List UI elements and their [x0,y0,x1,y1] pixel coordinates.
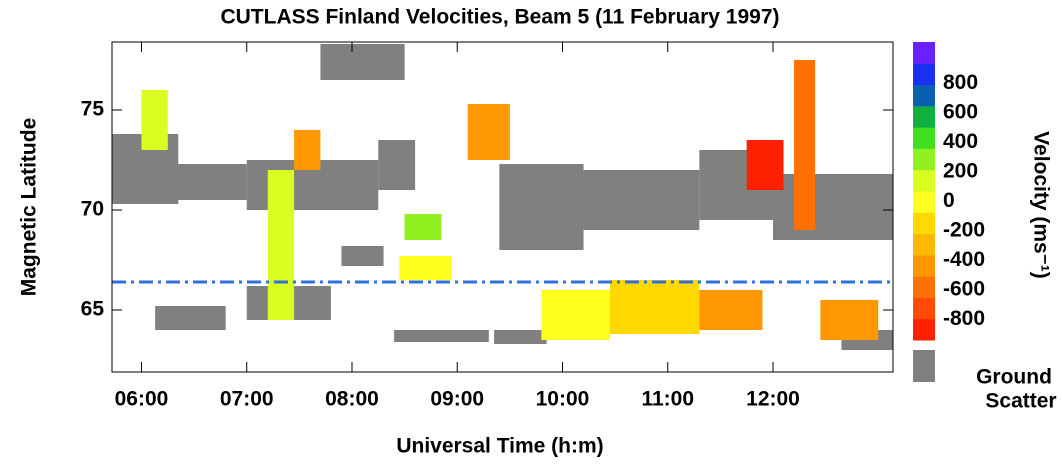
colorbar-band [913,212,935,235]
colorbar-band [913,276,935,298]
x-axis-label: Universal Time (h:m) [396,435,603,458]
ground-scatter-cell [583,170,700,230]
colorbar-tick-label: -200 [943,218,985,241]
colorbar-tick-label: 400 [943,130,978,153]
ground-scatter-cell [173,164,247,200]
ground-scatter-cell [378,140,416,190]
x-tick-label: 07:00 [220,388,274,411]
ground-scatter-cell [499,164,584,250]
x-tick-label: 12:00 [746,388,800,411]
x-tick-label: 10:00 [536,388,590,411]
ground-scatter-cell [341,246,384,266]
plot-frame [111,41,894,373]
colorbar-band [913,127,935,149]
colorbar-band [913,254,935,277]
velocity-cell [467,104,510,160]
ground-scatter-swatch [913,350,935,382]
colorbar-band [913,297,935,320]
y-tick-label: 75 [81,98,105,121]
x-tick-label: 09:00 [430,388,484,411]
ground-scatter-cell [494,330,547,344]
velocity-cell [794,60,816,230]
velocity-cell [609,280,700,334]
velocity-cell [541,290,610,340]
velocity-cell [294,130,321,170]
ground-scatter-cell [320,44,405,80]
x-tick-label: 08:00 [325,388,379,411]
colorbar-band [913,191,935,213]
y-tick-label: 70 [81,198,104,221]
colorbar-tick-label: 800 [943,71,978,94]
colorbar-tick-label: 600 [943,100,978,123]
velocity-cell [399,256,452,280]
colorbar-label: Velocity (ms⁻¹) [1029,131,1052,279]
ground-scatter-label: Ground [976,366,1052,389]
colorbar-band [913,105,935,128]
ground-scatter-label: Scatter [985,390,1056,413]
velocity-cell [141,90,168,150]
colorbar-band [913,42,935,64]
colorbar-tick-label: 200 [943,159,978,182]
y-axis-label: Magnetic Latitude [18,118,41,297]
colorbar-band [913,84,935,107]
colorbar-tick-label: -800 [943,307,985,330]
ground-scatter-cell [394,330,489,342]
colorbar-tick-label: 0 [943,189,955,212]
chart-title: CUTLASS Finland Velocities, Beam 5 (11 F… [220,6,779,29]
colorbar-band [913,233,935,256]
velocity-cell [746,140,784,190]
y-tick-label: 65 [81,298,105,321]
colorbar-band [913,169,935,192]
colorbar-band [913,63,935,86]
velocity-cell [404,214,442,240]
velocity-cell [699,290,763,330]
ground-scatter-cell [155,306,226,330]
x-tick-label: 11:00 [641,388,694,411]
colorbar-tick-label: -600 [943,277,985,300]
colorbar-tick-label: -400 [943,248,985,271]
x-tick-label: 06:00 [115,388,169,411]
ground-scatter-cell [773,174,893,240]
colorbar-band [913,148,935,171]
colorbar-band [913,318,935,341]
velocity-cell [820,300,879,340]
velocity-cell [267,170,295,320]
